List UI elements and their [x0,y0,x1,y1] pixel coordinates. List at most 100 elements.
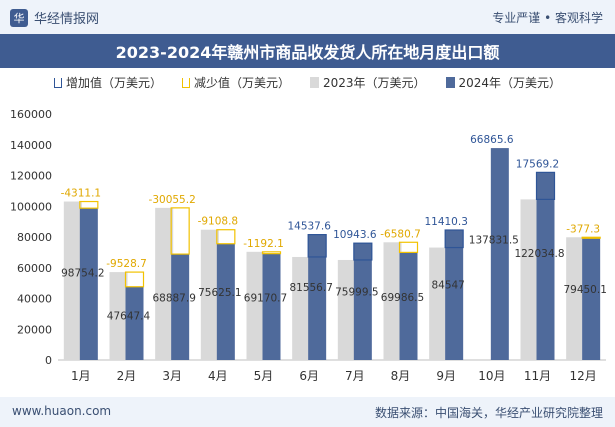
value-label: 79450.1 [563,284,606,296]
bar-2023 [63,201,82,360]
data-source: 数据来源：中国海关，华经产业研究院整理 [374,406,603,420]
x-tick-label: 9月 [436,369,456,383]
bar-2023 [337,259,356,360]
tagline: 专业严谨 • 客观科学 [492,11,603,25]
x-tick-label: 1月 [71,369,91,383]
change-label: 10943.6 [333,229,377,241]
y-tick-label: 120000 [10,170,52,183]
increase-box [535,171,556,200]
bar-2024 [79,208,98,360]
value-label: 98754.2 [61,267,104,279]
legend-item-2024: 2024年（万美元） [445,74,562,91]
bar-2024 [536,172,555,360]
x-tick-label: 7月 [345,369,365,383]
value-label: 69170.7 [244,293,287,305]
bottom-bar: www.huaon.com 数据来源：中国海关，华经产业研究院整理 [0,397,615,427]
change-label: 11410.3 [424,216,467,228]
bar-2023 [429,247,448,360]
legend-label-increase: 增加值（万美元） [65,76,162,90]
change-label: -30055.2 [149,194,196,206]
legend-label-decrease: 减少值（万美元） [193,76,290,90]
brand-logo-icon: 华 [10,8,28,27]
decrease-box [79,200,99,209]
legend: 增加值（万美元） 减少值（万美元） 2023年（万美元） 2024年（万美元） [0,74,615,91]
y-tick-label: 0 [45,354,52,367]
y-tick-label: 100000 [10,200,52,213]
value-label: 75625.1 [198,287,241,299]
legend-item-2023: 2023年（万美元） [309,74,426,91]
bar-2024 [353,243,372,360]
x-tick-label: 2月 [117,369,137,383]
brand: 华 华经情报网 [10,8,99,27]
bar-2023 [292,256,311,360]
top-bar: 华 华经情报网 专业严谨 • 客观科学 [0,0,615,34]
x-tick-label: 12月 [570,369,597,383]
value-label: 122034.8 [514,248,564,260]
increase-box [307,234,327,258]
decrease-box [581,236,601,239]
bar-2024 [216,243,235,360]
bar-2024 [582,237,601,360]
bar-2023 [520,199,539,360]
y-tick-label: 20000 [17,323,52,336]
y-tick-label: 80000 [17,231,52,244]
decrease-box [170,207,190,255]
bar-2024 [490,148,509,360]
legend-swatch-2023 [309,77,319,88]
change-label: -9108.8 [198,216,239,228]
legend-swatch-increase [53,77,62,88]
change-label: -6580.7 [380,228,421,240]
decrease-box [124,271,145,288]
bar-2024 [171,254,190,360]
change-label: 14537.6 [287,221,331,233]
bar-2024 [445,230,464,360]
x-tick-label: 8月 [391,369,411,383]
value-label: 68887.9 [152,293,195,305]
change-label: -377.3 [566,223,600,235]
legend-swatch-2024 [445,77,455,88]
change-label: -4311.1 [61,188,102,200]
y-tick-label: 160000 [10,108,52,121]
site-url: www.huaon.com [12,404,112,418]
decrease-box [398,241,419,253]
x-tick-label: 5月 [254,369,274,383]
value-label: 84547 [431,280,464,292]
legend-item-decrease: 减少值（万美元） [181,74,290,91]
bar-2024 [308,234,327,360]
bar-2024 [262,253,281,360]
y-tick-label: 140000 [10,139,52,152]
legend-label-2024: 2024年（万美元） [458,76,562,90]
x-tick-label: 10月 [478,369,505,383]
x-tick-label: 4月 [208,369,228,383]
change-label: 66865.6 [470,134,514,146]
bar-2023 [200,229,219,360]
change-label: -1192.1 [243,238,284,250]
value-label: 69986.5 [381,292,424,304]
x-tick-label: 3月 [162,369,182,383]
bar-2023 [246,251,265,360]
bar-2024 [399,252,418,360]
change-label: 17569.2 [516,158,559,170]
bar-2024 [125,286,144,360]
value-label: 47647.4 [107,311,151,323]
decrease-box [216,229,236,245]
bar-2023 [383,242,402,360]
x-tick-label: 11月 [524,369,551,383]
y-tick-label: 40000 [17,293,52,306]
increase-box [353,242,373,261]
legend-item-increase: 增加值（万美元） [53,74,162,91]
y-tick-label: 60000 [17,262,52,275]
value-label: 137831.5 [469,234,519,246]
bar-2023 [155,207,174,360]
value-label: 81556.7 [289,282,332,294]
value-label: 75999.5 [335,287,378,299]
change-label: -9528.7 [106,258,147,270]
chart-title: 2023-2024年赣州市商品收发货人所在地月度出口额 [0,34,615,68]
brand-name: 华经情报网 [34,12,100,27]
increase-box [444,229,464,249]
decrease-box [261,251,282,255]
legend-swatch-decrease [181,77,190,88]
legend-label-2023: 2023年（万美元） [322,76,426,90]
bar-2023 [566,237,585,360]
